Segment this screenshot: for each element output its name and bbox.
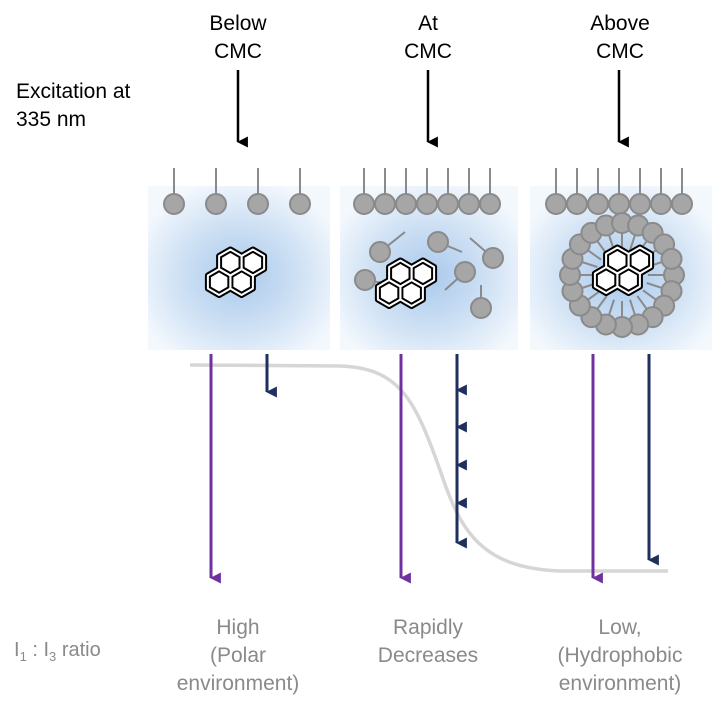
result-line: Rapidly [392, 616, 464, 639]
pyrene-molecule-below [204, 246, 268, 298]
excitation-line2: 335 nm [16, 108, 87, 131]
ratio-curve [189, 363, 668, 573]
ratio-sub3: 3 [49, 649, 57, 664]
excitation-line1: Excitation at [16, 80, 131, 103]
result-line: (Polar [209, 644, 267, 667]
column-title-line2: CMC [404, 40, 452, 63]
result-label-low: Low, (Hydrophobic environment) [540, 614, 700, 698]
column-title-line1: Above [590, 12, 650, 35]
pyrene-molecule-above [591, 244, 655, 296]
ratio-i1: I [14, 639, 20, 661]
surfactants-at [353, 168, 504, 319]
result-line: environment) [558, 672, 682, 695]
column-title-line2: CMC [596, 40, 644, 63]
result-label-high: High (Polar environment) [158, 614, 318, 698]
result-line: (Hydrophobic [557, 644, 683, 667]
result-line: High [216, 616, 260, 639]
surfactants-above [545, 168, 693, 215]
column-title-above-cmc: Above CMC [570, 10, 670, 66]
column-title-at-cmc: At CMC [378, 10, 478, 66]
surfactants-below [163, 168, 311, 215]
pyrene-molecule-at [374, 257, 438, 309]
ratio-i3: I [43, 639, 50, 661]
result-line: environment) [176, 672, 300, 695]
result-label-rapidly-decreases: Rapidly Decreases [348, 614, 508, 670]
excitation-label: Excitation at 335 nm [16, 78, 130, 134]
column-title-line2: CMC [214, 40, 262, 63]
result-line: Decreases [377, 644, 479, 667]
micelle [559, 212, 685, 338]
ratio-label: I1 : I3 ratio [14, 636, 101, 671]
column-title-line1: Below [209, 12, 267, 35]
result-line: Low, [598, 616, 642, 639]
ratio-separator: : [26, 639, 44, 661]
ratio-sub1: 1 [19, 649, 27, 664]
ratio-rest: ratio [56, 639, 101, 661]
column-title-below-cmc: Below CMC [188, 10, 288, 66]
column-title-line1: At [418, 12, 438, 35]
